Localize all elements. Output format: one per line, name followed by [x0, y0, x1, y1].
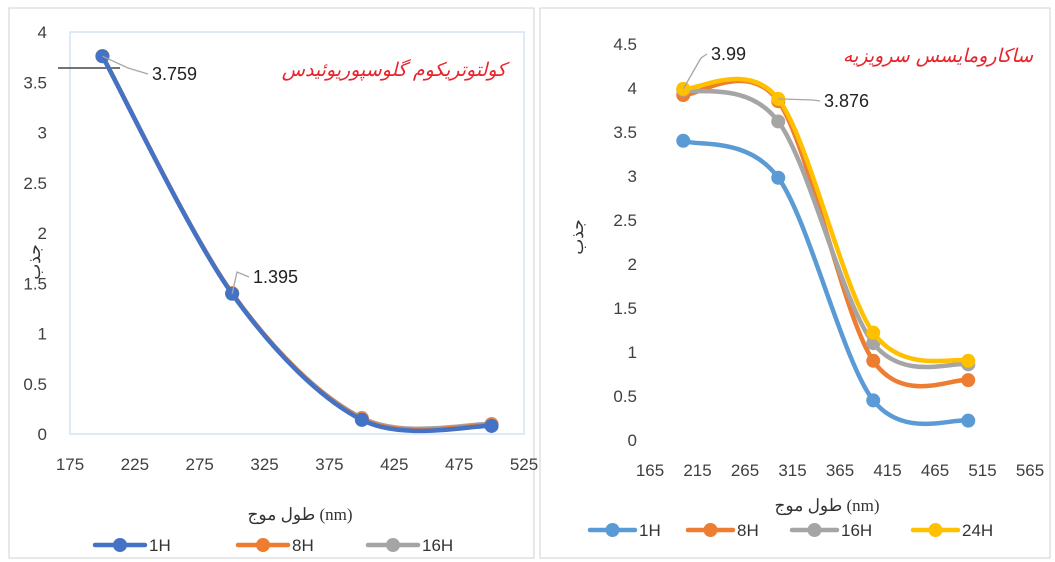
chart-right-y-tick-label: 4 [628, 79, 637, 98]
chart-left-data-label-leader [102, 55, 149, 75]
chart-left-legend: 1H 8H 16H [92, 536, 453, 555]
chart-right-series [676, 76, 976, 428]
chart-right-legend-16h-label: 16H [841, 521, 872, 540]
chart-right-x-tick-label: 165 [636, 461, 664, 480]
chart-right-legend-1h-swatch-marker [605, 523, 620, 537]
chart-right-series-8h-point [961, 373, 976, 388]
chart-right-data-label: 3.876 [824, 91, 869, 111]
chart-right-series-16h-point [771, 114, 786, 129]
chart-right-y-ticks: 0 0.5 1 1.5 2 2.5 3 3.5 4 4.5 [613, 35, 637, 450]
chart-right-annotations: 3.99 3.876 [682, 44, 869, 111]
chart-right-series-8h-point [866, 353, 881, 368]
chart-right-series-1h-point [676, 133, 691, 148]
chart-right-data-label-leader [778, 98, 821, 102]
chart-right-x-axis-title: طول موج (nm) [774, 496, 879, 516]
chart-right-y-tick-label: 1 [628, 343, 637, 362]
chart-right-data-label-leader [682, 53, 708, 90]
chart-left-frame [8, 7, 535, 559]
chart-left-y-ticks: 0 0.5 1 1.5 2 2.5 3 3.5 4 [23, 23, 47, 444]
chart-left-y-tick-label: 4 [38, 23, 47, 42]
chart-right-y-tick-label: 1.5 [613, 299, 637, 318]
chart-right-y-tick-label: 3.5 [613, 123, 637, 142]
chart-left-y-tick-label: 3 [38, 124, 47, 143]
chart-right-y-tick-label: 2.5 [613, 211, 637, 230]
chart-left-y-tick-label: 2.5 [23, 174, 47, 193]
chart-left-series-1h-point [484, 418, 499, 433]
chart-left-y-tick-label: 1.5 [23, 274, 47, 293]
chart-left: 0 0.5 1 1.5 2 2.5 3 3.5 4 175 225 275 325 375 425 475 5… [8, 7, 538, 559]
chart-right-legend-1h-label: 1H [639, 521, 661, 540]
chart-right-series-1h-line [681, 138, 971, 427]
chart-right-series-1h-point [961, 413, 976, 428]
chart-left-x-tick-label: 425 [380, 455, 408, 474]
chart-right-x-tick-label: 365 [826, 461, 854, 480]
chart-left-series-1h-line [100, 53, 494, 434]
chart-left-y-tick-label: 0 [38, 425, 47, 444]
chart-right-legend-24h-label: 24H [962, 521, 993, 540]
chart-right-data-label: 3.99 [711, 44, 746, 64]
chart-left-plot-area [69, 31, 525, 435]
chart-left-data-label: 3.759 [152, 64, 197, 84]
chart-left-x-tick-label: 175 [56, 455, 84, 474]
chart-left-x-tick-label: 375 [315, 455, 343, 474]
chart-left-legend-16h-swatch-marker [386, 538, 400, 552]
chart-right-legend-8h-swatch-marker [703, 523, 718, 537]
chart-left-x-ticks: 175 225 275 325 375 425 475 525 [56, 455, 538, 474]
chart-left-legend-8h-swatch-marker [256, 538, 270, 552]
chart-left-series-1h-point [354, 412, 369, 427]
chart-left-y-axis-title: جذب [25, 244, 44, 279]
chart-left-x-tick-label: 275 [186, 455, 214, 474]
chart-left-x-tick-label: 325 [250, 455, 278, 474]
chart-right-series-1h-point [771, 170, 786, 185]
chart-right-legend: 1H 8H 16H 24H [587, 521, 993, 540]
chart-right-x-tick-label: 265 [731, 461, 759, 480]
chart-left-legend-1h-label: 1H [149, 536, 171, 555]
chart-right-x-tick-label: 215 [683, 461, 711, 480]
chart-left-x-tick-label: 475 [445, 455, 473, 474]
chart-right-y-tick-label: 0.5 [613, 387, 637, 406]
chart-right-x-tick-label: 465 [921, 461, 949, 480]
chart-right-x-tick-label: 415 [873, 461, 901, 480]
chart-left-legend-1h-swatch-marker [113, 538, 127, 552]
chart-right-y-tick-label: 2 [628, 255, 637, 274]
chart-right-series-24h-point [866, 325, 881, 340]
chart-left-title: کولتوتریکوم گلوسپوریوئیدس [282, 58, 510, 81]
chart-left-data-label: 1.395 [253, 267, 298, 287]
chart-right-x-tick-label: 565 [1016, 461, 1044, 480]
chart-right-y-tick-label: 0 [628, 431, 637, 450]
chart-right-legend-24h-swatch-marker [928, 523, 943, 537]
chart-right-series-24h-point [961, 353, 976, 368]
chart-right-y-tick-label: 4.5 [613, 35, 637, 54]
chart-left-x-tick-label: 525 [510, 455, 538, 474]
chart-left-y-tick-label: 2 [38, 224, 47, 243]
chart-left-annotations: 3.759 1.395 [102, 55, 298, 294]
chart-left-y-tick-label: 0.5 [23, 375, 47, 394]
chart-left-x-axis-title: طول موج (nm) [247, 505, 352, 525]
chart-left-y-tick-label: 1 [38, 325, 47, 344]
chart-right-legend-8h-label: 8H [737, 521, 759, 540]
chart-right-y-tick-label: 3 [628, 167, 637, 186]
chart-right-x-tick-label: 315 [778, 461, 806, 480]
chart-left-x-tick-label: 225 [121, 455, 149, 474]
chart-right-legend-16h-swatch-marker [807, 523, 822, 537]
chart-right-series-24h-line [681, 76, 971, 364]
chart-right-series-1h-point [866, 393, 881, 408]
chart-right: 0 0.5 1 1.5 2 2.5 3 3.5 4 4.5 165 215 265 315 365 415 4… [539, 7, 1051, 559]
chart-left-data-label-leader [231, 271, 250, 294]
chart-left-legend-8h-label: 8H [292, 536, 314, 555]
chart-right-y-axis-title: جذب [568, 219, 587, 254]
chart-right-x-ticks: 165 215 265 315 365 415 465 515 565 [636, 461, 1044, 480]
chart-right-title: ساکارومایسس سرویزیه [843, 45, 1034, 67]
chart-right-x-tick-label: 515 [968, 461, 996, 480]
chart-left-series [95, 49, 499, 434]
chart-right-series-16h-line [681, 87, 971, 370]
chart-left-legend-16h-label: 16H [422, 536, 453, 555]
chart-left-y-tick-label: 3.5 [23, 73, 47, 92]
